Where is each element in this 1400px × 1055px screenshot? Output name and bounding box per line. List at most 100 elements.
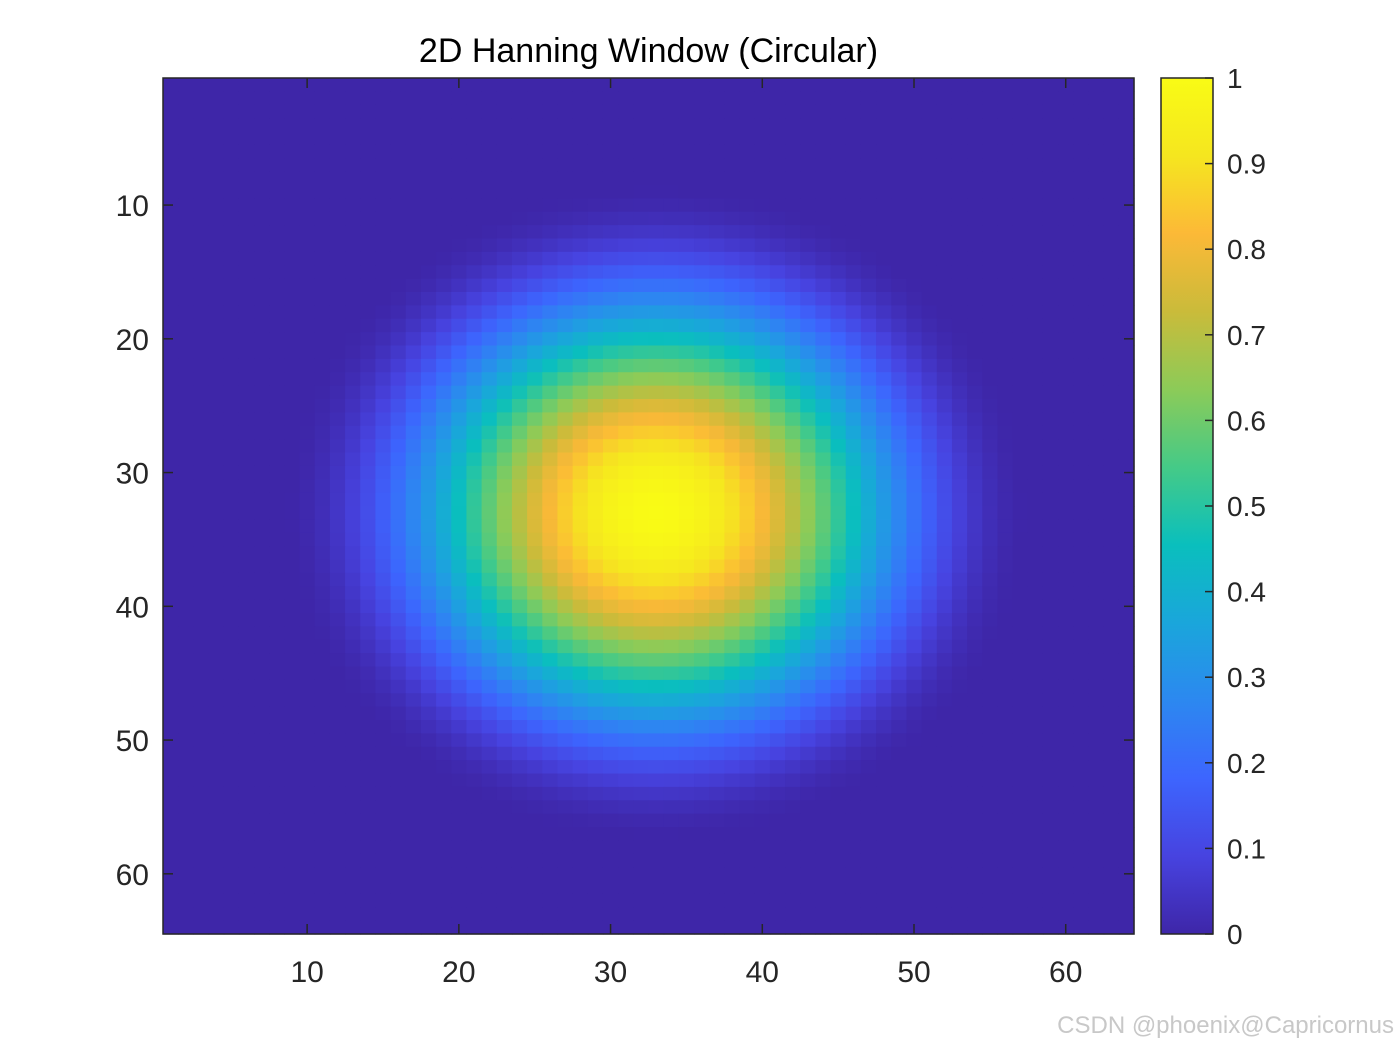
heatmap-cell (390, 586, 407, 601)
heatmap-cell (724, 131, 741, 146)
heatmap-cell (178, 800, 194, 815)
heatmap-cell (299, 91, 316, 106)
heatmap-cell (542, 506, 559, 520)
heatmap-cell (511, 465, 528, 480)
heatmap-cell (1088, 144, 1105, 159)
heatmap-cell (815, 144, 832, 159)
heatmap-cell (694, 492, 710, 507)
heatmap-cell (921, 118, 938, 133)
heatmap-cell (921, 292, 938, 306)
heatmap-cell (1088, 318, 1105, 333)
heatmap-cell (663, 773, 680, 788)
heatmap-cell (1027, 666, 1044, 681)
heatmap-cell (739, 358, 756, 373)
heatmap-cell (891, 746, 908, 761)
heatmap-cell (1027, 238, 1044, 253)
heatmap-cell (208, 385, 225, 400)
heatmap-cell (967, 827, 983, 841)
heatmap-cell (390, 144, 407, 159)
heatmap-cell (208, 840, 225, 855)
heatmap-cell (208, 773, 225, 788)
heatmap-cell (936, 746, 953, 761)
heatmap-cell (633, 158, 650, 173)
heatmap-cell (375, 439, 392, 454)
heatmap-cell (405, 185, 422, 199)
heatmap-cell (254, 78, 270, 92)
heatmap-cell (451, 786, 468, 801)
heatmap-cell (694, 840, 710, 855)
heatmap-cell (496, 198, 513, 213)
heatmap-cell (178, 144, 194, 159)
heatmap-cell (284, 332, 301, 347)
heatmap-cell (572, 840, 589, 855)
heatmap-cell (739, 278, 756, 293)
heatmap-cell (785, 893, 801, 908)
heatmap-cell (997, 760, 1014, 775)
heatmap-cell (785, 292, 801, 306)
heatmap-cell (1027, 265, 1044, 280)
heatmap-cell (254, 572, 270, 587)
x-tick-label: 20 (442, 956, 475, 989)
heatmap-cell (709, 225, 725, 240)
heatmap-cell (1058, 532, 1074, 547)
heatmap-cell (967, 773, 983, 788)
heatmap-cell (739, 479, 756, 494)
heatmap-cell (1042, 278, 1059, 293)
heatmap-cell (906, 104, 923, 119)
heatmap-cell (633, 225, 650, 240)
heatmap-cell (860, 385, 877, 400)
heatmap-cell (299, 345, 316, 360)
heatmap-cell (694, 813, 710, 828)
heatmap-cell (997, 332, 1014, 347)
heatmap-cell (1103, 800, 1120, 815)
heatmap-cell (663, 613, 680, 627)
heatmap-cell (618, 131, 634, 146)
heatmap-cell (830, 305, 847, 320)
heatmap-cell (694, 773, 710, 788)
heatmap-cell (845, 746, 862, 761)
heatmap-cell (1118, 345, 1135, 360)
heatmap-cell (936, 653, 953, 668)
heatmap-cell (1027, 853, 1044, 868)
heatmap-cell (269, 318, 285, 333)
heatmap-cell (254, 372, 270, 387)
heatmap-cell (997, 626, 1014, 641)
heatmap-cell (178, 653, 194, 668)
heatmap-cell (633, 372, 650, 387)
heatmap-cell (785, 773, 801, 788)
heatmap-cell (436, 653, 452, 668)
heatmap-cell (800, 345, 816, 360)
heatmap-cell (800, 158, 816, 173)
heatmap-cell (633, 332, 650, 347)
heatmap-cell (845, 439, 862, 454)
heatmap-cell (739, 519, 756, 534)
heatmap-cell (951, 372, 968, 387)
heatmap-cell (800, 91, 816, 106)
heatmap-cell (1058, 666, 1074, 681)
heatmap-cell (951, 91, 968, 106)
heatmap-cell (511, 439, 528, 454)
heatmap-cell (1073, 733, 1090, 748)
heatmap-cell (845, 773, 862, 788)
heatmap-cell (936, 546, 953, 561)
heatmap-cell (542, 185, 559, 199)
heatmap-cell (891, 586, 908, 601)
heatmap-cell (420, 626, 437, 641)
heatmap-cell (587, 118, 604, 133)
heatmap-cell (511, 345, 528, 360)
heatmap-cell (678, 91, 695, 106)
heatmap-cell (891, 372, 908, 387)
heatmap-cell (238, 760, 255, 775)
heatmap-cell (1042, 399, 1059, 413)
heatmap-cell (223, 412, 240, 427)
heatmap-cell (1073, 372, 1090, 387)
heatmap-cell (1027, 920, 1044, 935)
heatmap-cell (951, 118, 968, 133)
heatmap-cell (1088, 131, 1105, 146)
heatmap-cell (269, 506, 285, 520)
heatmap-cell (906, 238, 923, 253)
heatmap-cell (921, 613, 938, 627)
heatmap-cell (542, 412, 559, 427)
heatmap-cell (633, 185, 650, 199)
heatmap-cell (1073, 586, 1090, 601)
